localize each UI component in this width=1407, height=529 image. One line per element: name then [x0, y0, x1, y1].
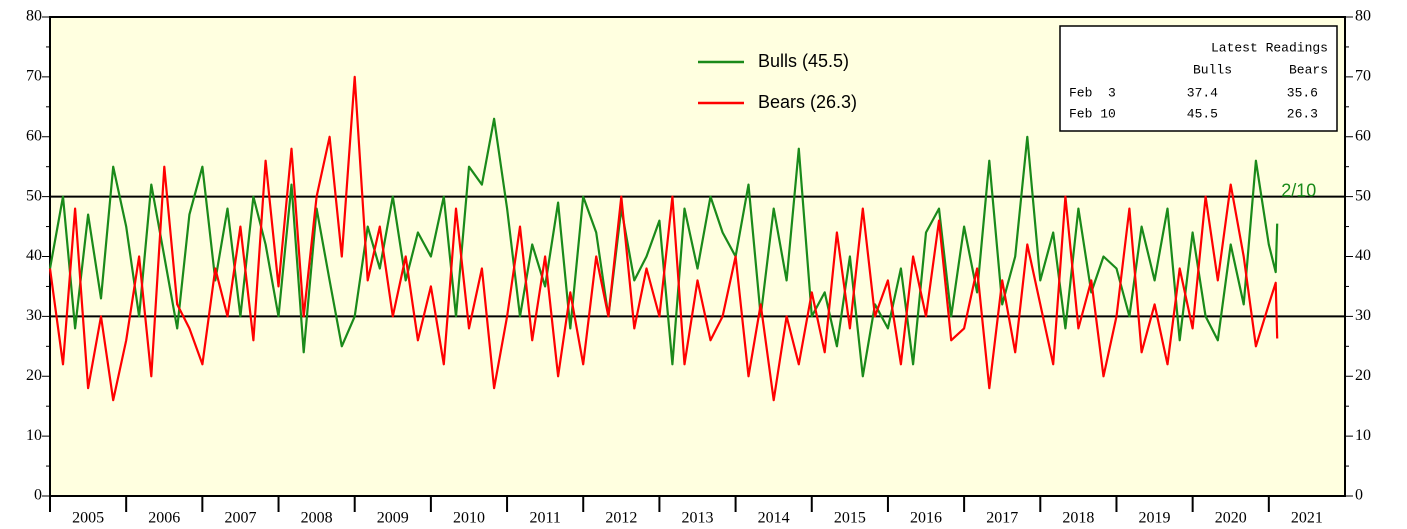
x-tick-label: 2013: [682, 510, 714, 527]
latest-readings-table: Latest Readings Bulls Bears Feb 3 37.4 3…: [1059, 25, 1338, 132]
y-tick-label: 30: [26, 307, 42, 324]
x-tick-label: 2011: [529, 510, 560, 527]
table-title: Latest Readings: [1211, 40, 1328, 55]
annotation: 2/10: [1281, 180, 1316, 200]
y2-tick-label: 40: [1355, 247, 1371, 264]
table-column: Bears: [1289, 62, 1328, 77]
y-tick-label: 50: [26, 187, 42, 204]
table-box: [1059, 25, 1338, 132]
table-column: Bulls: [1193, 62, 1232, 77]
y-tick-label: 80: [26, 8, 42, 25]
y-tick-label: 70: [26, 68, 42, 85]
table-cell: 37.4: [1187, 85, 1218, 100]
y2-tick-label: 70: [1355, 68, 1371, 85]
y-tick-label: 0: [34, 487, 42, 504]
y2-tick-label: 60: [1355, 127, 1371, 144]
x-tick-label: 2006: [148, 510, 180, 527]
x-tick-label: 2015: [834, 510, 866, 527]
x-tick-label: 2019: [1139, 510, 1171, 527]
y2-tick-label: 80: [1355, 8, 1371, 25]
table-cell: 26.3: [1287, 106, 1318, 121]
y2-tick-label: 0: [1355, 487, 1363, 504]
x-tick-label: 2020: [1215, 510, 1247, 527]
x-tick-label: 2021: [1291, 510, 1323, 527]
y2-tick-label: 10: [1355, 427, 1371, 444]
x-tick-label: 2008: [301, 510, 333, 527]
table-cell: Feb 3: [1069, 85, 1116, 100]
y2-tick-label: 30: [1355, 307, 1371, 324]
x-tick-label: 2014: [758, 510, 790, 527]
x-tick-label: 2018: [1062, 510, 1094, 527]
legend-label: Bears (26.3): [758, 92, 857, 112]
x-tick-label: 2017: [986, 510, 1018, 527]
x-tick-label: 2005: [72, 510, 104, 527]
y-tick-label: 40: [26, 247, 42, 264]
x-tick-label: 2007: [224, 510, 256, 527]
x-tick-label: 2009: [377, 510, 409, 527]
y-tick-label: 20: [26, 367, 42, 384]
x-tick-label: 2012: [605, 510, 637, 527]
series-line: [48, 75, 1279, 402]
legend-label: Bulls (45.5): [758, 51, 849, 71]
x-tick-label: 2010: [453, 510, 485, 527]
table-cell: Feb 10: [1069, 106, 1116, 121]
series-line: [48, 117, 1279, 378]
table-cell: 35.6: [1287, 85, 1318, 100]
table-cell: 45.5: [1187, 106, 1218, 121]
y-tick-label: 60: [26, 127, 42, 144]
y2-tick-label: 50: [1355, 187, 1371, 204]
y2-tick-label: 20: [1355, 367, 1371, 384]
y-tick-label: 10: [26, 427, 42, 444]
x-tick-label: 2016: [910, 510, 942, 527]
